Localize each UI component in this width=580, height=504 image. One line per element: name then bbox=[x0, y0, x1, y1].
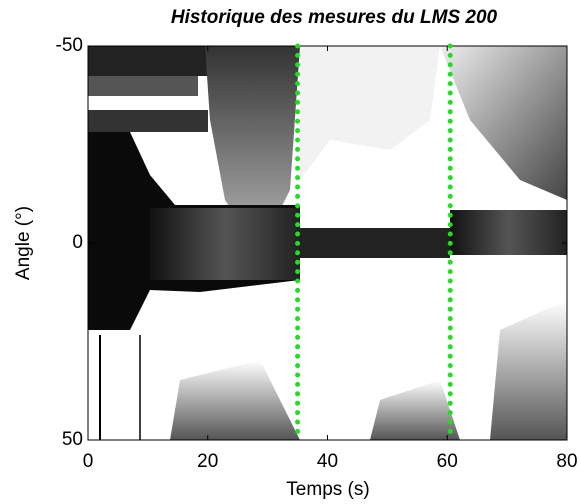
x-tick-label: 20 bbox=[197, 451, 218, 472]
x-axis-label: Temps (s) bbox=[286, 479, 369, 500]
y-tick-label: -50 bbox=[56, 35, 83, 56]
y-axis-label: Angle (°) bbox=[13, 206, 34, 280]
x-tick-label: 60 bbox=[437, 451, 458, 472]
image-layer bbox=[88, 46, 567, 440]
y-tick-label: 50 bbox=[62, 429, 83, 450]
y-tick-label: 0 bbox=[72, 232, 83, 253]
x-tick-label: 40 bbox=[317, 451, 338, 472]
x-tick-label: 80 bbox=[556, 451, 577, 472]
x-tick-label: 0 bbox=[83, 451, 94, 472]
chart-title: Historique des mesures du LMS 200 bbox=[171, 7, 498, 28]
